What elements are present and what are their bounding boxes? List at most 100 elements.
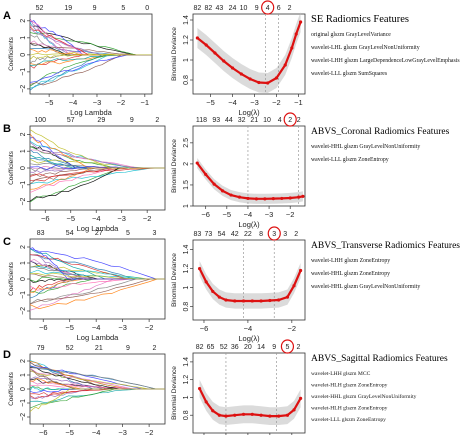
highlight-circle: [261, 0, 275, 15]
deviance-point: [288, 196, 292, 200]
y-tick-label: 2: [183, 162, 190, 166]
deviance-point: [197, 386, 202, 391]
panel-letter: B: [3, 123, 11, 135]
y-tick-label: 1: [183, 58, 190, 62]
panel-title: SE Radiomics Features: [311, 14, 409, 25]
coefficient-path: [30, 272, 165, 280]
y-tick-label: 0.8: [183, 410, 190, 420]
coefficient-path: [30, 278, 165, 293]
y-tick-label: −1: [20, 68, 27, 76]
x-tick-label: −4: [92, 323, 101, 332]
top-axis-label: 2: [155, 117, 159, 124]
top-axis-label: 44: [225, 117, 233, 124]
y-tick-label: −1: [20, 399, 27, 407]
deviance-point: [292, 408, 296, 412]
highlight-circle: [280, 339, 295, 354]
x-axis-label: Log Lambda: [77, 224, 120, 233]
coefficient-path: [30, 167, 165, 185]
x-axis-label: Log Lambda: [70, 108, 113, 117]
y-axis-label: Coefficients: [8, 36, 15, 71]
x-axis-label: Log(λ): [238, 108, 260, 117]
top-axis-label: 14: [257, 344, 265, 351]
coefficient-path: [30, 366, 165, 390]
x-axis-label: Log(λ): [238, 220, 260, 229]
top-axis-label: 21: [250, 117, 258, 124]
top-axis-label: 24: [229, 5, 237, 12]
deviance-point: [285, 295, 290, 299]
deviance-point: [280, 196, 284, 201]
top-axis-label: 9: [255, 5, 259, 12]
y-axis-label: Binomial Deviance: [171, 366, 178, 420]
coefficient-paths: [30, 18, 152, 91]
top-axis-label: 22: [244, 231, 252, 238]
top-axis-label: 29: [97, 117, 105, 124]
y-tick-label: 2: [20, 359, 27, 363]
coefficient-path: [30, 167, 165, 203]
coefficient-paths: [30, 129, 165, 203]
coefficient-path: [30, 388, 165, 404]
coefficient-path: [30, 40, 152, 56]
deviance-point: [204, 43, 208, 47]
x-tick-label: −1: [141, 98, 150, 107]
y-tick-label: −1: [20, 181, 27, 189]
coefficient-path: [30, 167, 165, 178]
deviance-point: [195, 36, 199, 40]
deviance-point: [290, 46, 294, 50]
y-tick-label: −1: [20, 291, 27, 299]
y-tick-label: 1: [20, 261, 27, 265]
deviance-point: [250, 299, 254, 303]
plot-frame: [192, 125, 306, 207]
top-axis-label: 79: [37, 345, 45, 352]
deviance-point: [250, 412, 254, 416]
top-axis-label: 100: [34, 117, 46, 124]
deviance-point: [224, 298, 228, 302]
top-axis-label: 5: [121, 5, 125, 12]
top-axis-label: 3: [152, 230, 156, 237]
deviance-point: [283, 63, 287, 67]
feature-item: wavelet-HHL glszm GrayLevelNonUniformity: [311, 393, 417, 400]
coefficient-path: [30, 376, 165, 390]
plot-frame: [192, 239, 306, 321]
y-tick-label: 2.5: [183, 138, 190, 148]
coefficient-path: [30, 388, 165, 393]
top-axis-label: 36: [231, 344, 239, 351]
x-tick-label: −6: [200, 324, 209, 333]
x-tick-label: −4: [92, 428, 101, 435]
y-tick-label: 0.8: [183, 75, 190, 85]
x-tick-label: −4: [244, 324, 253, 333]
deviance-point: [222, 59, 226, 63]
deviance-point: [257, 80, 261, 85]
coefficient-plot: −6 −5 −4 −3 −2 −2 −1 0 1 2 100 57 29 9 2 Log Lambda Coef…: [8, 117, 166, 233]
y-tick-label: −2: [20, 413, 27, 421]
deviance-plot: −6 −4 −20.811.21.483 73 54 42 22 8 3 3 2Log(λ)Bino…: [171, 226, 306, 343]
x-tick-label: −3: [118, 323, 127, 332]
top-axis-label: 20: [244, 344, 252, 351]
deviance-point: [246, 196, 250, 201]
deviance-point: [233, 299, 237, 303]
y-tick-label: −2: [20, 198, 27, 206]
y-tick-label: 1.4: [183, 357, 190, 367]
x-tick-label: −4: [244, 210, 253, 219]
deviance-point: [230, 66, 235, 70]
top-axis-label: 3: [283, 231, 287, 238]
coefficient-path: [30, 167, 165, 202]
top-axis-label: 10: [240, 5, 248, 12]
plot-frame: [192, 13, 306, 95]
deviance-point: [211, 289, 215, 294]
coefficient-path: [30, 367, 165, 390]
coefficient-path: [30, 278, 165, 294]
deviance-point: [217, 413, 221, 417]
deviance-point: [229, 193, 233, 197]
feature-item: wavelet-HHL glszm GrayLevelNonUniformity: [311, 283, 420, 290]
coefficient-path: [30, 388, 165, 409]
deviance-point: [204, 400, 208, 404]
x-tick-label: −6: [39, 428, 48, 435]
coefficient-path: [30, 54, 152, 91]
top-axis-label: 52: [66, 345, 74, 352]
y-tick-label: 1.2: [183, 375, 190, 385]
x-tick-label: −5: [66, 214, 75, 223]
x-tick-label: −3: [265, 210, 274, 219]
deviance-point: [259, 413, 263, 417]
top-axis-label: 27: [95, 230, 103, 237]
deviance-point: [277, 298, 281, 302]
